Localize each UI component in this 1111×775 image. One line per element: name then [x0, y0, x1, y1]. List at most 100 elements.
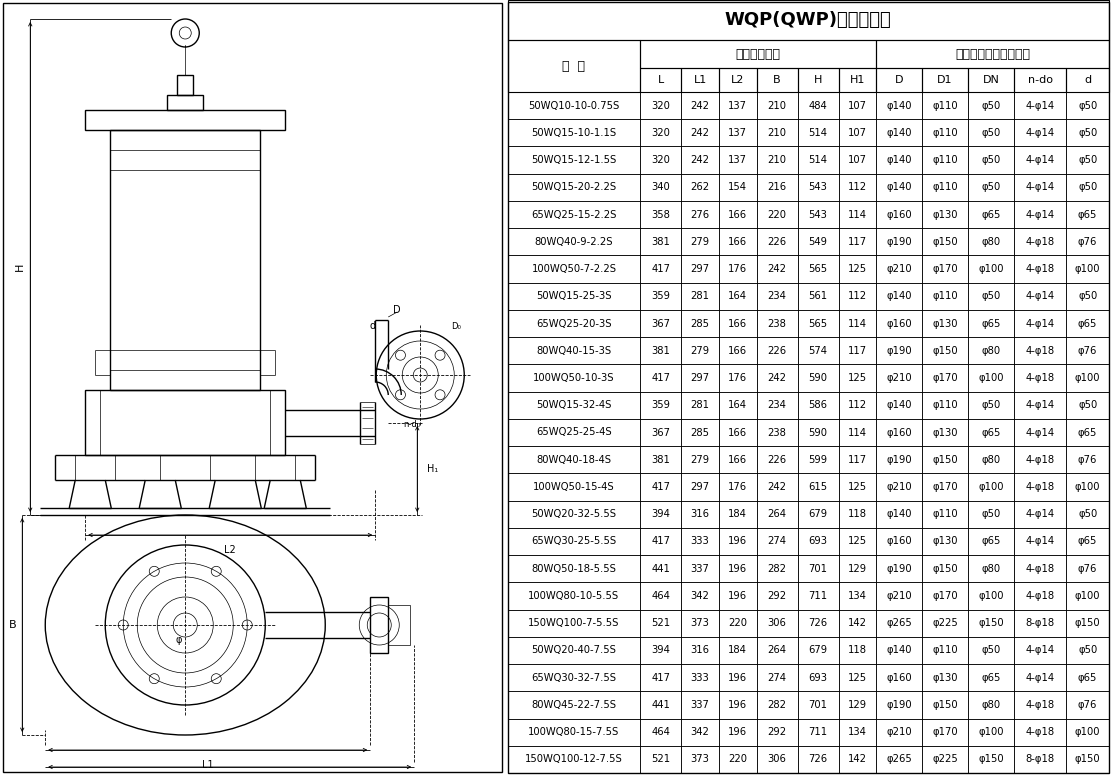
Bar	[719, 92, 757, 119]
Bar	[877, 610, 922, 637]
Bar	[1014, 228, 1067, 256]
Text: 561: 561	[809, 291, 828, 301]
Bar	[1014, 201, 1067, 228]
Text: 358: 358	[651, 209, 670, 219]
Bar	[1067, 364, 1109, 391]
Bar	[681, 418, 719, 446]
Bar	[877, 691, 922, 718]
Bar	[681, 664, 719, 691]
Bar	[719, 364, 757, 391]
Text: 4-φ14: 4-φ14	[1025, 509, 1054, 519]
Bar	[922, 310, 968, 337]
Text: 417: 417	[651, 373, 670, 383]
Bar	[1067, 474, 1109, 501]
Bar	[1067, 418, 1109, 446]
Text: φ170: φ170	[932, 727, 958, 737]
Bar	[877, 337, 922, 364]
Bar	[640, 256, 681, 283]
Bar	[757, 68, 798, 92]
Bar	[508, 664, 640, 691]
Text: 4-φ14: 4-φ14	[1025, 428, 1054, 438]
Text: 166: 166	[728, 346, 748, 356]
Text: 216: 216	[768, 182, 787, 192]
Text: 50WQ10-10-0.75S: 50WQ10-10-0.75S	[528, 101, 620, 111]
Text: φ130: φ130	[932, 673, 958, 683]
Text: 65WQ25-20-3S: 65WQ25-20-3S	[537, 319, 612, 329]
Bar	[877, 746, 922, 773]
Text: 726: 726	[809, 754, 828, 764]
Text: φ210: φ210	[887, 727, 912, 737]
Bar	[681, 201, 719, 228]
Bar	[839, 718, 877, 746]
Text: φ130: φ130	[932, 536, 958, 546]
Bar	[1067, 68, 1109, 92]
Text: 114: 114	[848, 209, 867, 219]
Bar	[839, 310, 877, 337]
Bar	[877, 474, 922, 501]
Text: 274: 274	[768, 673, 787, 683]
Bar	[839, 664, 877, 691]
Text: φ170: φ170	[932, 482, 958, 492]
Bar	[877, 582, 922, 610]
Bar	[681, 256, 719, 283]
Text: φ150: φ150	[932, 237, 958, 246]
Bar	[681, 528, 719, 555]
Text: φ100: φ100	[1075, 727, 1100, 737]
Bar	[839, 337, 877, 364]
Bar	[839, 391, 877, 418]
Text: 264: 264	[768, 646, 787, 656]
Bar	[719, 474, 757, 501]
Text: φ: φ	[176, 635, 182, 645]
Bar	[968, 228, 1014, 256]
Bar	[1014, 337, 1067, 364]
Text: 8-φ18: 8-φ18	[1025, 618, 1054, 629]
Text: φ65: φ65	[981, 673, 1001, 683]
Bar	[640, 718, 681, 746]
Bar	[508, 256, 640, 283]
Text: 型  号: 型 号	[562, 60, 585, 73]
Bar	[1014, 446, 1067, 474]
Bar	[1067, 691, 1109, 718]
Bar	[508, 201, 640, 228]
Text: 521: 521	[651, 618, 670, 629]
Bar	[798, 582, 839, 610]
Bar	[968, 256, 1014, 283]
Bar	[640, 664, 681, 691]
Bar	[922, 256, 968, 283]
Bar	[508, 40, 640, 92]
Text: 114: 114	[848, 428, 867, 438]
Bar	[839, 68, 877, 92]
Text: φ265: φ265	[887, 618, 912, 629]
Bar	[1014, 718, 1067, 746]
Text: φ76: φ76	[1078, 700, 1098, 710]
Bar	[922, 201, 968, 228]
Text: 417: 417	[651, 264, 670, 274]
Text: φ150: φ150	[932, 563, 958, 574]
Text: H: H	[16, 263, 26, 271]
Bar	[508, 391, 640, 418]
Bar	[719, 146, 757, 174]
Bar	[640, 228, 681, 256]
Bar	[719, 201, 757, 228]
Bar	[839, 474, 877, 501]
Bar	[1014, 746, 1067, 773]
Text: 129: 129	[848, 563, 867, 574]
Text: 112: 112	[848, 182, 867, 192]
Bar	[1067, 391, 1109, 418]
Text: 142: 142	[848, 618, 867, 629]
Bar	[640, 146, 681, 174]
Bar	[86, 110, 286, 130]
Text: 196: 196	[728, 700, 748, 710]
Text: φ80: φ80	[981, 346, 1001, 356]
Text: 337: 337	[691, 563, 710, 574]
Text: φ110: φ110	[932, 182, 958, 192]
Text: 220: 220	[729, 618, 748, 629]
Text: φ50: φ50	[981, 646, 1001, 656]
Bar	[681, 364, 719, 391]
Text: DN: DN	[982, 75, 1000, 85]
Text: φ50: φ50	[1078, 400, 1098, 410]
Bar	[922, 501, 968, 528]
Text: 129: 129	[848, 700, 867, 710]
Bar	[719, 256, 757, 283]
Bar	[839, 256, 877, 283]
